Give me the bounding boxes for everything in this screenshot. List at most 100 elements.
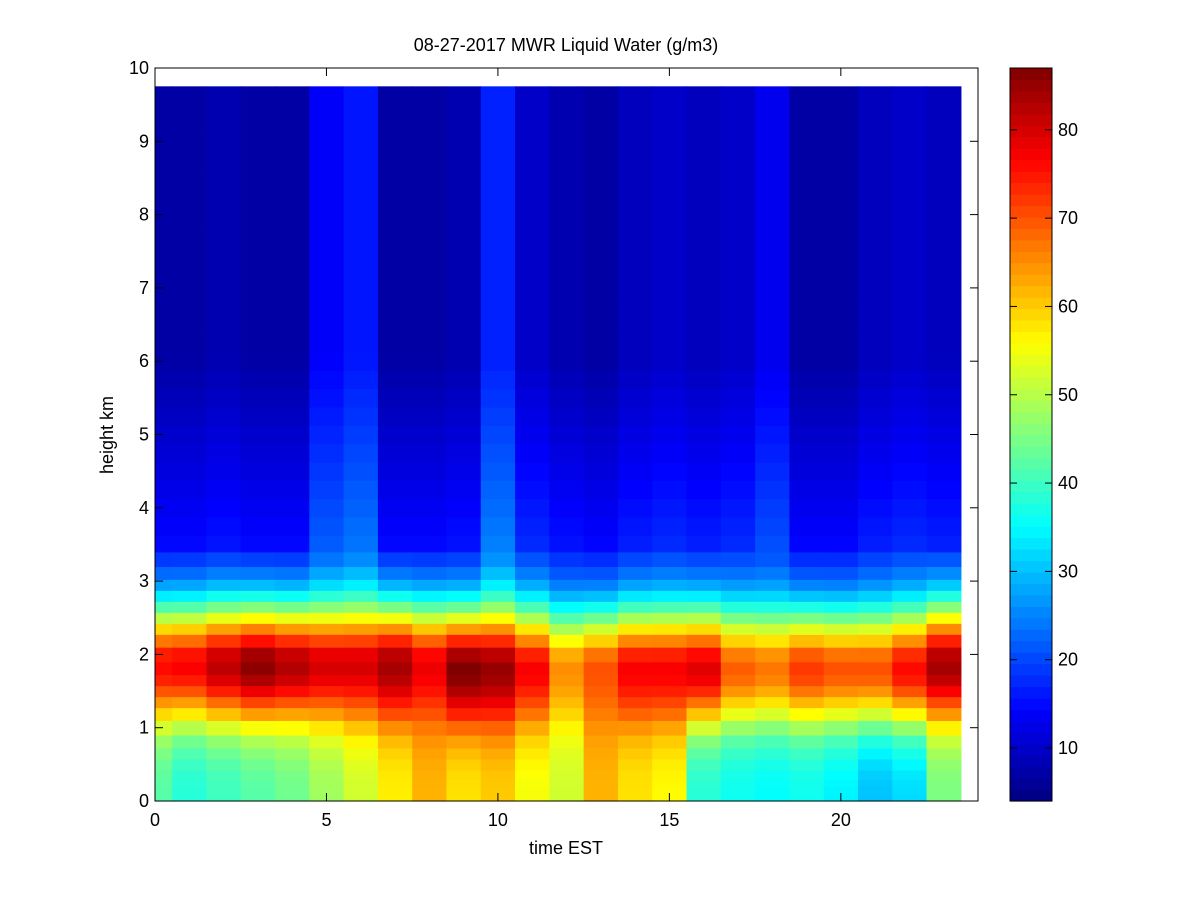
heatmap-cell [755, 769, 790, 780]
heatmap-cell [617, 370, 653, 390]
heatmap-cell [412, 86, 448, 115]
colorbar-swatch [1010, 216, 1052, 229]
heatmap-cell [789, 601, 825, 613]
heatmap-cell [446, 696, 482, 709]
heatmap-cell [686, 747, 722, 760]
heatmap-cell [617, 551, 653, 568]
heatmap-cell [686, 425, 722, 445]
heatmap-cell [240, 223, 276, 243]
heatmap-cell [480, 647, 516, 663]
heatmap-cell [926, 735, 962, 749]
heatmap-cell [549, 86, 585, 115]
heatmap-cell [617, 425, 653, 445]
heatmap-cell [926, 443, 962, 463]
heatmap-cell [412, 150, 448, 170]
heatmap-cell [155, 407, 173, 426]
colorbar-tick-label: 30 [1058, 561, 1078, 581]
heatmap-cell [755, 480, 790, 500]
heatmap-cell [823, 187, 859, 207]
heatmap-cell [446, 685, 482, 698]
heatmap-cell [686, 333, 722, 353]
heatmap-cell [240, 187, 276, 207]
heatmap-cell [275, 566, 310, 580]
heatmap-cell [377, 793, 413, 802]
heatmap-cell [309, 601, 345, 613]
heatmap-cell [892, 720, 928, 736]
heatmap-cell [480, 498, 516, 518]
heatmap-cell [652, 113, 688, 133]
heatmap-cell [377, 297, 413, 316]
heatmap-cell [857, 612, 893, 624]
heatmap-cell [240, 205, 276, 225]
heatmap-cell [377, 590, 413, 602]
heatmap-cell [789, 535, 825, 553]
heatmap-cell [755, 758, 790, 771]
heatmap-cell [755, 601, 790, 613]
heatmap-cell [343, 566, 379, 580]
heatmap-cell [823, 297, 859, 316]
heatmap-cell [240, 735, 276, 749]
heatmap-cell [240, 612, 276, 624]
colorbar-tick-label: 20 [1058, 650, 1078, 670]
heatmap-cell [172, 425, 208, 445]
colorbar-swatch [1010, 755, 1052, 768]
heatmap-cell [892, 793, 928, 802]
heatmap-cell [275, 150, 310, 170]
heatmap-cell [823, 113, 859, 133]
heatmap-cell [789, 590, 825, 602]
heatmap-cell [172, 779, 208, 787]
heatmap-cell [155, 674, 173, 687]
heatmap-cell [377, 370, 413, 390]
heatmap-cell [206, 480, 242, 500]
heatmap-cell [755, 315, 790, 335]
heatmap-cell [172, 370, 208, 390]
heatmap-cell [343, 612, 379, 624]
heatmap-cell [823, 150, 859, 170]
heatmap-cell [240, 707, 276, 721]
heatmap-cell [240, 535, 276, 553]
heatmap-cell [240, 647, 276, 663]
heatmap-cell [652, 634, 688, 648]
heatmap-cell [412, 696, 448, 709]
heatmap-cell [583, 516, 619, 536]
heatmap-cell [755, 516, 790, 536]
heatmap-cell [789, 696, 825, 709]
heatmap-cell [206, 735, 242, 749]
heatmap-cell [446, 747, 482, 760]
heatmap-cell [617, 480, 653, 500]
heatmap-cell [926, 601, 962, 613]
heatmap-cell [755, 297, 790, 316]
heatmap-cell [172, 333, 208, 353]
heatmap-cell [412, 623, 448, 635]
heatmap-cell [892, 674, 928, 687]
heatmap-cell [155, 535, 173, 553]
heatmap-cell [892, 86, 928, 115]
heatmap-cell [480, 566, 516, 580]
colorbar-swatch [1010, 491, 1052, 504]
colorbar-tick-label: 70 [1058, 208, 1078, 228]
heatmap-cell [275, 278, 310, 298]
heatmap-cell [789, 786, 825, 795]
heatmap-cell [172, 278, 208, 298]
heatmap-cell [240, 352, 276, 371]
heatmap-cell [652, 786, 688, 795]
heatmap-cell [926, 516, 962, 536]
heatmap-cell [343, 707, 379, 721]
colorbar-swatch [1010, 125, 1052, 138]
heatmap-cell [206, 634, 242, 648]
heatmap-cell [240, 551, 276, 568]
heatmap-cell [823, 623, 859, 635]
y-tick-label: 10 [129, 58, 149, 78]
heatmap-cell [617, 242, 653, 262]
heatmap-cell [755, 150, 790, 170]
heatmap-cell [343, 260, 379, 280]
heatmap-cell [857, 551, 893, 568]
heatmap-cell [652, 205, 688, 225]
heatmap-cell [652, 674, 688, 687]
heatmap-cell [892, 516, 928, 536]
heatmap-cell [892, 551, 928, 568]
heatmap-cell [617, 187, 653, 207]
heatmap-cell [583, 260, 619, 280]
heatmap-cell [172, 747, 208, 760]
heatmap-cell [892, 113, 928, 133]
